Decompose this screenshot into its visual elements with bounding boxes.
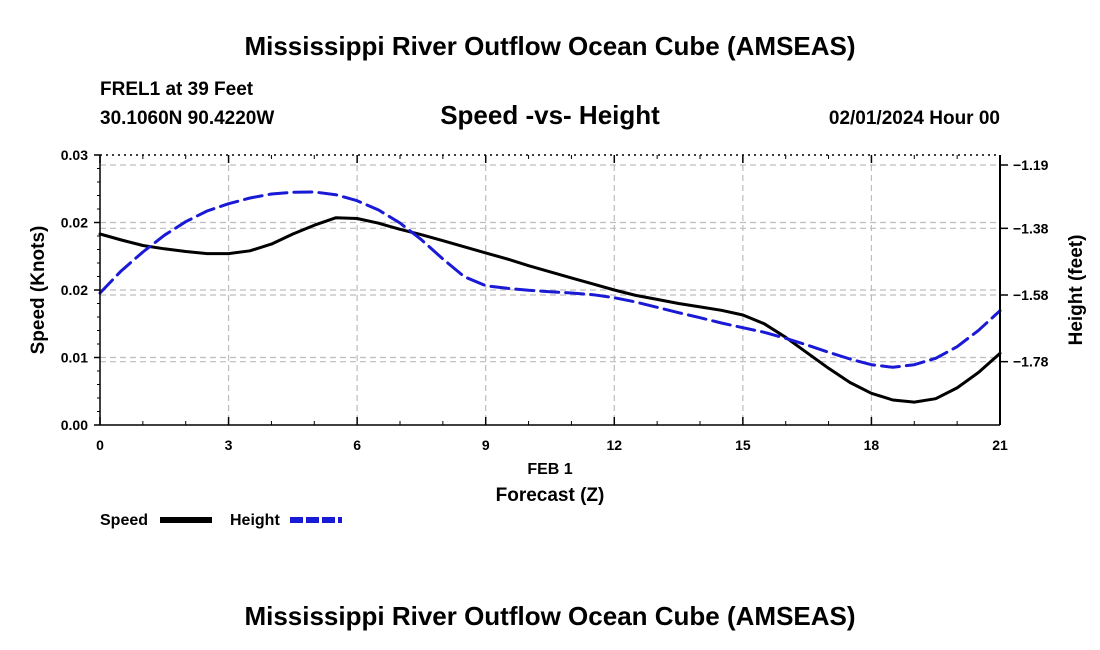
- y-tick-label-right: −1.19: [1013, 157, 1049, 173]
- legend-speed-label: Speed: [100, 512, 148, 529]
- page-title: Mississippi River Outflow Ocean Cube (AM…: [244, 31, 855, 61]
- legend: Speed Height: [100, 512, 342, 529]
- x-date-label: FEB 1: [527, 461, 572, 478]
- y-tick-label-right: −1.38: [1013, 220, 1049, 236]
- x-tick-label: 15: [735, 437, 751, 453]
- x-tick-label: 3: [225, 437, 233, 453]
- legend-height-label: Height: [230, 512, 280, 529]
- axis-ticks: 0 3 6 9 12 15 18 21 0.00 0.01 0.02 0.02 0.03 −1.78 −1.…: [61, 147, 1049, 453]
- y-axis-label-right: Height (feet): [1066, 235, 1087, 346]
- x-tick-label: 21: [992, 437, 1008, 453]
- footer-title: Mississippi River Outflow Ocean Cube (AM…: [244, 601, 855, 631]
- series-layer: [98, 190, 1002, 404]
- location-label: 30.1060N 90.4220W: [100, 108, 274, 129]
- y-tick-label-left: 0.02: [61, 282, 88, 298]
- chart-title: Speed -vs- Height: [440, 100, 660, 130]
- y-tick-label-left: 0.02: [61, 215, 88, 231]
- datetime-label: 02/01/2024 Hour 00: [829, 108, 1000, 129]
- x-axis-label: Forecast (Z): [496, 485, 605, 506]
- x-tick-label: 9: [482, 437, 490, 453]
- x-tick-label: 18: [864, 437, 880, 453]
- station-label: FREL1 at 39 Feet: [100, 79, 254, 100]
- x-tick-label: 6: [353, 437, 361, 453]
- y-tick-label-right: −1.78: [1013, 354, 1049, 370]
- y-tick-label-left: 0.00: [61, 417, 88, 433]
- x-tick-label: 12: [606, 437, 622, 453]
- grid: [100, 155, 1000, 425]
- y-axis-label-left: Speed (Knots): [28, 226, 49, 355]
- series-line-speed: [98, 216, 1002, 404]
- x-tick-label: 0: [96, 437, 104, 453]
- series-line-height: [98, 190, 1002, 369]
- y-tick-label-right: −1.58: [1013, 287, 1049, 303]
- y-tick-label-left: 0.03: [61, 147, 88, 163]
- y-tick-label-left: 0.01: [61, 350, 88, 366]
